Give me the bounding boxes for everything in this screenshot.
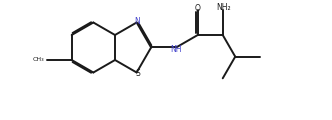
- Text: CH₃: CH₃: [33, 57, 45, 63]
- Text: NH₂: NH₂: [216, 3, 231, 12]
- Text: NH: NH: [170, 45, 182, 54]
- Text: O: O: [195, 4, 201, 13]
- Text: N: N: [134, 17, 139, 26]
- Text: S: S: [135, 69, 140, 78]
